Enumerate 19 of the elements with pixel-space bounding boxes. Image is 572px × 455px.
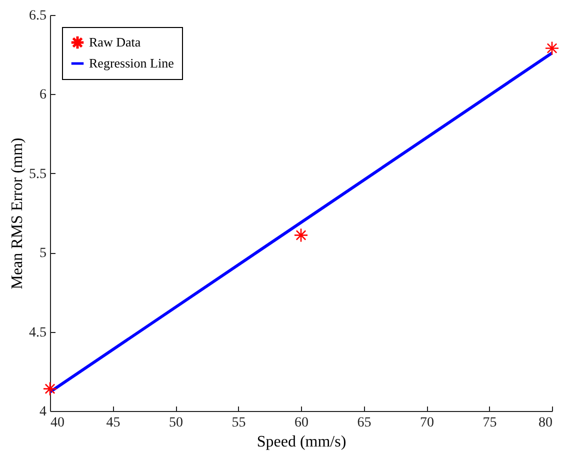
x-tick-label: 80 [538,416,552,430]
legend-label: Regression Line [89,56,174,70]
x-tick-label: 40 [50,416,64,430]
x-tick-label: 65 [357,416,372,430]
y-tick-label: 5 [40,246,46,262]
x-axis-title: Speed (mm/s) [256,434,346,450]
y-axis-title: Mean RMS Error (mm) [9,138,26,290]
x-tick-label: 55 [232,416,246,430]
x-tick-label: 75 [482,416,497,430]
y-tick-label: 5.5 [29,166,46,182]
x-tick-label: 50 [169,416,183,430]
y-tick-label: 6.5 [29,8,46,24]
x-tick-label: 60 [294,416,308,430]
legend-label: Raw Data [89,34,141,50]
y-tick-label: 6 [40,88,46,103]
x-tick-label: 45 [106,416,120,430]
y-tick-label: 4.5 [29,325,46,340]
y-tick-label: 4 [40,404,46,420]
x-tick-label: 70 [420,416,434,430]
